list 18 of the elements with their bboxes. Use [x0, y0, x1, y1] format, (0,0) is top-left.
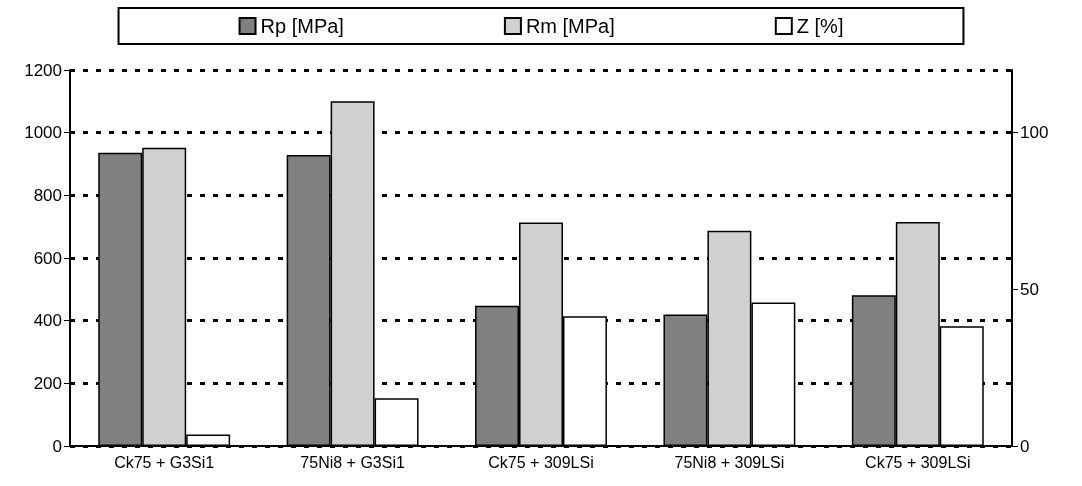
x-tick-label: 75Ni8 + 309LSi	[674, 453, 785, 471]
x-tick-label: Ck75 + 309LSi	[865, 453, 971, 471]
y2-tick-label: 50	[1020, 279, 1039, 299]
y2-tick-label: 100	[1020, 123, 1049, 143]
x-tick-label: 75Ni8 + G3Si1	[300, 453, 405, 471]
y-tick-label: 400	[33, 311, 62, 331]
y-tick-label: 600	[33, 248, 62, 268]
y-tick-label: 1000	[24, 123, 62, 143]
x-tick-label: Ck75 + 309LSi	[488, 453, 594, 471]
legend-label: Rp [MPa]	[260, 15, 344, 37]
y-tick-label: 200	[33, 373, 62, 393]
y2-tick-label: 0	[1020, 436, 1030, 456]
x-tick-label: Ck75 + G3Si1	[114, 453, 215, 471]
legend-label: Z [%]	[796, 15, 844, 37]
y-tick-label: 800	[33, 185, 62, 205]
y-tick-label: 1200	[24, 60, 62, 80]
y-tick-label: 0	[52, 436, 62, 456]
legend-label: Rm [MPa]	[525, 15, 615, 37]
